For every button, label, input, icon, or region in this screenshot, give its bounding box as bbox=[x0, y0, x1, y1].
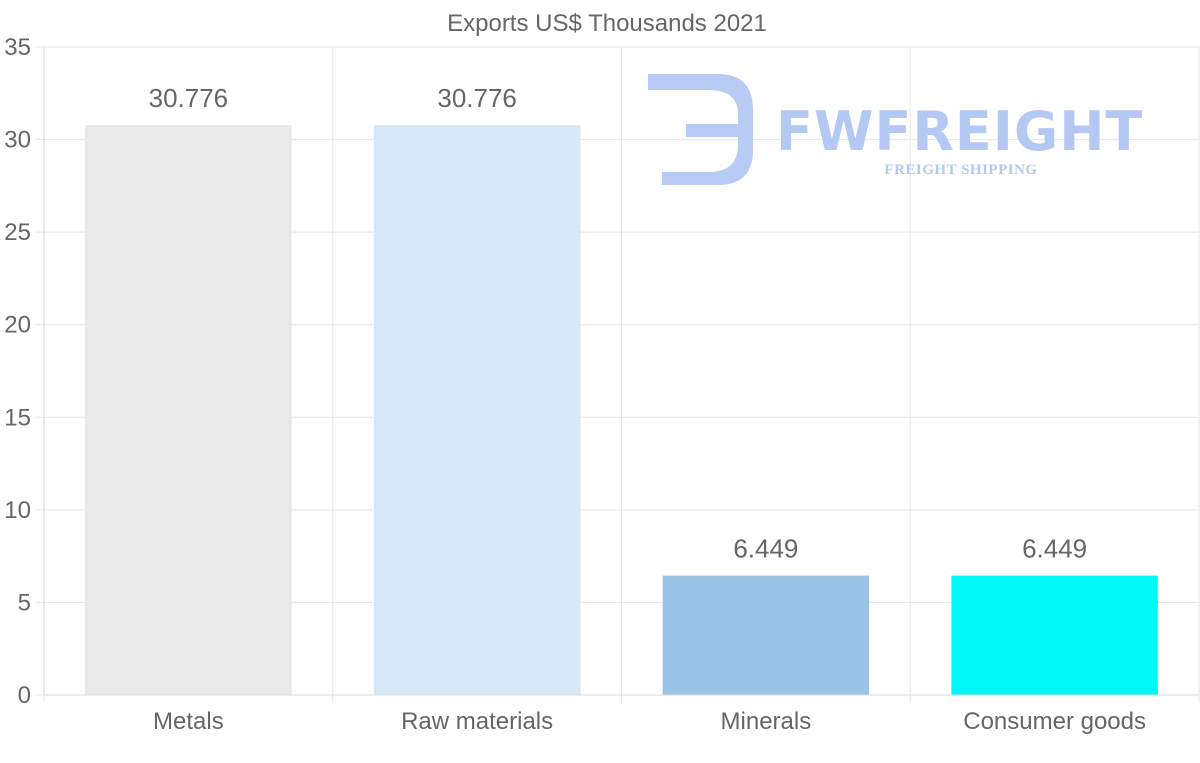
y-tick-label: 10 bbox=[4, 497, 31, 524]
y-tick-label: 5 bbox=[18, 589, 31, 616]
data-label: 6.449 bbox=[1022, 534, 1087, 564]
x-tick-label: Minerals bbox=[721, 708, 812, 735]
y-tick-label: 35 bbox=[4, 34, 31, 61]
data-labels: 30.776 30.776 6.449 6.449 bbox=[149, 83, 1088, 563]
y-axis: 0 5 10 15 20 25 30 35 bbox=[4, 34, 45, 709]
bar bbox=[85, 125, 292, 695]
x-tick-label: Metals bbox=[153, 708, 224, 735]
x-tick-label: Consumer goods bbox=[963, 708, 1146, 735]
watermark-tagline: FREIGHT SHIPPING bbox=[884, 162, 1037, 178]
bar bbox=[373, 125, 581, 695]
y-tick-label: 20 bbox=[4, 312, 31, 339]
data-label: 30.776 bbox=[437, 83, 517, 113]
chart-title: Exports US$ Thousands 2021 bbox=[447, 10, 767, 37]
y-tick-label: 25 bbox=[4, 219, 31, 246]
y-tick-label: 30 bbox=[4, 127, 31, 154]
logo-icon bbox=[648, 74, 753, 185]
y-tick-label: 0 bbox=[18, 682, 31, 709]
watermark: FWFREIGHT FREIGHT SHIPPING bbox=[648, 74, 1143, 185]
data-label: 30.776 bbox=[149, 83, 229, 113]
bars bbox=[85, 125, 1158, 695]
watermark-brand: FWFREIGHT bbox=[776, 100, 1143, 163]
y-tick-label: 15 bbox=[4, 404, 31, 431]
data-label: 6.449 bbox=[733, 534, 798, 564]
x-tick-label: Raw materials bbox=[401, 708, 553, 735]
bar bbox=[951, 575, 1158, 695]
x-axis: Metals Raw materials Minerals Consumer good… bbox=[44, 694, 1199, 735]
bar bbox=[662, 575, 870, 695]
